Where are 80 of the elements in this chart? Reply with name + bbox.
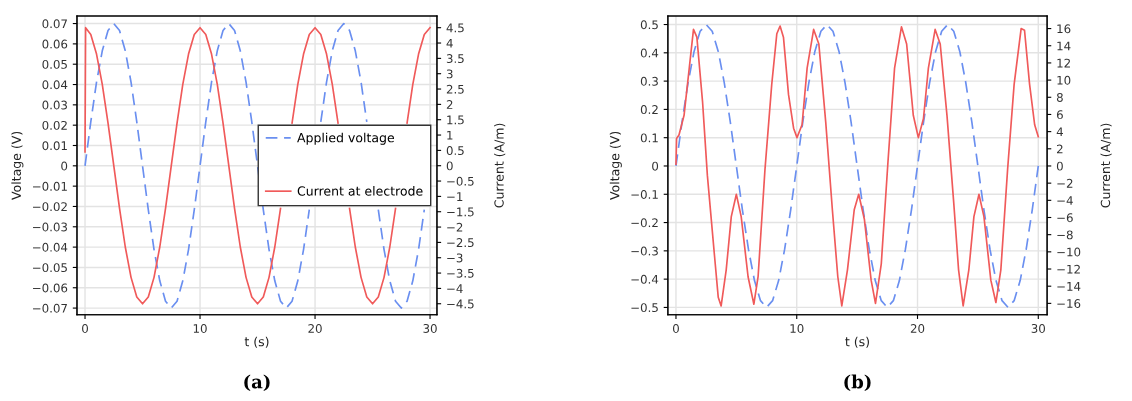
y-tick-label: 0.07 — [42, 19, 67, 29]
y2-tick-label: −14 — [1057, 282, 1081, 291]
y2-tick-label: −8 — [1057, 230, 1073, 240]
y2-tick-label: −16 — [1057, 299, 1081, 309]
y2-tick-label: 0.5 — [446, 146, 464, 156]
y-tick-label: 0.02 — [42, 120, 67, 130]
y-tick-label: 0.3 — [640, 76, 658, 86]
y-tick-label: −0.07 — [33, 303, 67, 313]
y-tick-label: 0.04 — [42, 80, 68, 90]
x-tick-label: 20 — [910, 324, 925, 333]
y-tick-label: 0.05 — [42, 59, 67, 69]
y-tick-label: 0 — [652, 161, 659, 171]
y2-tick-label: 4.5 — [446, 23, 464, 33]
y2-axis-title: Current (A/m) — [1100, 123, 1112, 208]
y-tick-label: 0.4 — [640, 48, 659, 58]
y2-tick-label: 10 — [1057, 75, 1071, 85]
y2-tick-label: 16 — [1057, 24, 1071, 34]
y2-tick-label: 3 — [446, 69, 453, 79]
y2-tick-label: 8 — [1056, 93, 1063, 102]
legend-label: Applied voltage — [297, 132, 394, 145]
y2-tick-label: −1.5 — [447, 207, 474, 217]
y2-tick-label: −1 — [447, 192, 463, 201]
y2-tick-label: −6 — [1057, 213, 1073, 223]
y2-tick-label: −12 — [1057, 264, 1080, 274]
y-tick-label: −0.04 — [33, 242, 68, 252]
y2-tick-label: 2 — [1056, 144, 1063, 154]
y-tick-label: 0.5 — [640, 20, 658, 30]
y-tick-label: −0.06 — [33, 283, 68, 293]
y-tick-label: −0.03 — [33, 222, 67, 232]
x-tick-label: 10 — [193, 324, 207, 333]
y2-tick-label: 1.5 — [447, 115, 464, 125]
x-tick-label: 30 — [423, 324, 437, 333]
y2-tick-label: 0 — [1056, 161, 1063, 171]
y-tick-label: −0.4 — [631, 274, 659, 284]
x-tick-label: 10 — [790, 324, 804, 333]
y2-tick-label: 4 — [446, 38, 453, 48]
x-axis-title: t (s) — [244, 336, 269, 348]
y2-tick-label: −4 — [447, 284, 463, 293]
y-tick-label: 0.06 — [42, 39, 68, 49]
y-tick-label: 0.01 — [42, 141, 67, 151]
x-tick-label: 30 — [1031, 324, 1046, 333]
y-tick-label: 0 — [61, 161, 68, 171]
y2-tick-label: 3.5 — [446, 54, 464, 64]
y-tick-label: 0.1 — [640, 133, 658, 143]
y-tick-label: −0.02 — [33, 202, 67, 212]
y-tick-label: −0.2 — [631, 218, 658, 228]
y2-tick-label: 4 — [1056, 127, 1063, 137]
y-tick-label: −0.01 — [33, 181, 67, 191]
y2-tick-label: 6 — [1056, 110, 1063, 120]
y-tick-label: −0.3 — [631, 246, 658, 256]
y2-tick-label: −2 — [1057, 178, 1073, 188]
y-axis-title: Voltage (V) — [609, 131, 622, 200]
y2-tick-label: 2 — [446, 100, 453, 109]
text: (a) — [244, 374, 270, 392]
y2-tick-label: 12 — [1057, 58, 1070, 68]
y-tick-label: 0.03 — [42, 100, 67, 110]
y2-tick-label: −2.5 — [447, 238, 474, 248]
x-tick-label: 0 — [672, 324, 679, 333]
y-tick-label: −0.05 — [33, 263, 67, 273]
y2-tick-label: 14 — [1057, 41, 1071, 51]
y2-tick-label: −4.5 — [447, 299, 474, 309]
y-tick-label: 0.2 — [640, 105, 658, 115]
y-tick-label: −0.1 — [631, 189, 658, 199]
y2-tick-label: −3 — [447, 253, 463, 263]
y2-axis-title: Current (A/m) — [494, 123, 506, 208]
y2-tick-label: 1 — [447, 130, 453, 140]
y2-tick-label: −0.5 — [447, 176, 474, 186]
y-tick-label: −0.5 — [631, 303, 658, 313]
legend-label: Current at electrode — [297, 186, 423, 196]
text: (b) — [844, 374, 871, 392]
y2-tick-label: −3.5 — [447, 268, 474, 278]
y2-tick-label: 2.5 — [446, 84, 464, 94]
y2-tick-label: −10 — [1057, 247, 1081, 257]
y2-tick-label: 0 — [446, 161, 453, 171]
x-axis-title: t (s) — [845, 336, 869, 348]
y2-tick-label: −4 — [1057, 196, 1073, 205]
x-tick-label: 20 — [308, 324, 322, 333]
y-axis-title: Voltage (V) — [11, 131, 24, 200]
y2-tick-label: −2 — [447, 222, 463, 232]
x-tick-label: 0 — [82, 324, 88, 333]
